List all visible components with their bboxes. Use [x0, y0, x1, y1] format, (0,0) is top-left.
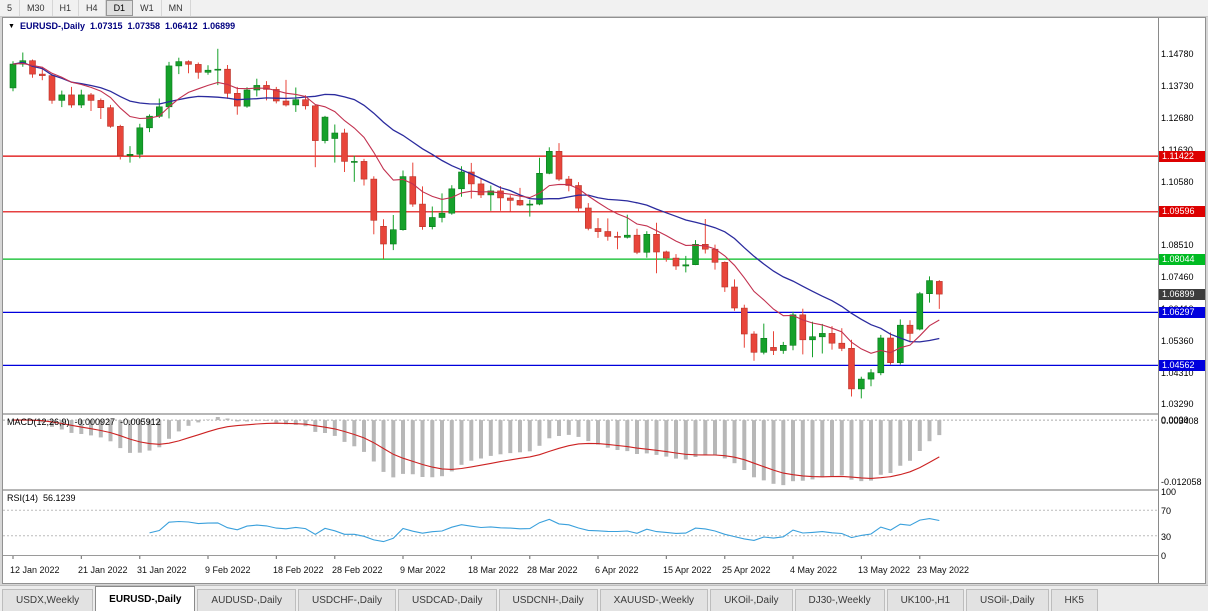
- chart-tab-bar: USDX,Weekly EURUSD-,Daily AUDUSD-,Daily USD…: [0, 585, 1208, 611]
- date-axis-label: 13 May 2022: [858, 565, 911, 575]
- macd-axis-label: -0.012058: [1161, 477, 1202, 487]
- price-level-tag: 1.09596: [1159, 206, 1205, 217]
- chart-symbol-period: EURUSD-,Daily: [19, 21, 85, 31]
- price-axis-label: 1.11630: [1161, 145, 1193, 155]
- date-axis-label: 4 May 2022: [790, 565, 838, 575]
- date-axis-label: 21 Jan 2022: [78, 565, 128, 575]
- ohlc-close-value: 1.06899: [202, 21, 236, 31]
- price-chart-canvas[interactable]: [3, 18, 1158, 583]
- date-axis-label: 18 Mar 2022: [468, 565, 519, 575]
- macd-name: MACD(12,26,9): [7, 417, 70, 427]
- price-axis-separator: [1158, 18, 1159, 583]
- price-axis-label: 1.12680: [1161, 113, 1194, 123]
- price-level-tag: 1.04562: [1159, 360, 1205, 371]
- date-axis-label: 9 Mar 2022: [400, 565, 446, 575]
- rsi-indicator-label: RSI(14) 56.1239: [7, 493, 76, 503]
- date-axis-label: 6 Apr 2022: [595, 565, 639, 575]
- ohlc-high-value: 1.07358: [127, 21, 161, 31]
- rsi-axis-label: 30: [1161, 532, 1172, 542]
- date-axis-label: 23 May 2022: [917, 565, 970, 575]
- chart-dropdown-triangle-icon[interactable]: ▼: [8, 22, 15, 30]
- rsi-name: RSI(14): [7, 493, 39, 503]
- chart-tab[interactable]: USDCNH-,Daily: [498, 589, 598, 611]
- chart-tab[interactable]: EURUSD-,Daily: [95, 586, 196, 611]
- date-axis-label: 28 Mar 2022: [527, 565, 578, 575]
- price-axis-label: 1.14780: [1161, 49, 1194, 59]
- timeframe-button-mn[interactable]: MN: [162, 0, 191, 16]
- timeframe-button-5[interactable]: 5: [0, 0, 21, 16]
- price-axis-label: 1.03290: [1161, 399, 1194, 409]
- macd-signal-value: -0.005912: [120, 417, 161, 427]
- current-price-tag: 1.06899: [1159, 289, 1205, 300]
- macd-axis-label: 0.003408: [1161, 416, 1199, 426]
- panel-splitter-rsi[interactable]: [3, 489, 1205, 491]
- ohlc-low-value: 1.06412: [165, 21, 198, 31]
- date-axis-label: 25 Apr 2022: [722, 565, 771, 575]
- price-axis-label: 1.05360: [1161, 336, 1194, 346]
- rsi-axis-label: 70: [1161, 506, 1172, 516]
- price-level-tag: 1.08044: [1159, 254, 1205, 265]
- chart-tab[interactable]: XAUUSD-,Weekly: [599, 589, 709, 611]
- chart-tab[interactable]: AUDUSD-,Daily: [197, 589, 296, 611]
- price-axis-label: 1.07460: [1161, 272, 1194, 282]
- price-axis-label: 1.08510: [1161, 240, 1194, 250]
- rsi-axis-label: 0: [1161, 551, 1167, 561]
- chart-info-line: ▼ EURUSD-,Daily 1.07315 1.07358 1.06412 …: [8, 21, 235, 31]
- chart-tab[interactable]: USDCHF-,Daily: [297, 589, 396, 611]
- macd-axis-label: 0.0000: [1161, 415, 1189, 425]
- price-axis-label: 1.13730: [1161, 81, 1194, 91]
- ohlc-open-value: 1.07315: [89, 21, 123, 31]
- date-axis-label: 28 Feb 2022: [332, 565, 383, 575]
- timeframe-button-m30[interactable]: M30: [20, 0, 53, 16]
- price-axis-label: 1.04310: [1161, 368, 1194, 378]
- date-axis-label: 9 Feb 2022: [205, 565, 251, 575]
- rsi-value: 56.1239: [43, 493, 76, 503]
- chart-tab[interactable]: HK5: [1050, 589, 1098, 611]
- date-axis-label: 18 Feb 2022: [273, 565, 324, 575]
- chart-tab[interactable]: USDX,Weekly: [2, 589, 94, 611]
- date-axis[interactable]: 12 Jan 2022 21 Jan 2022 31 Jan 2022 9 Feb 2…: [3, 555, 1158, 583]
- chart-tab[interactable]: UKOil-,Daily: [710, 589, 793, 611]
- rsi-axis-label: 100: [1161, 487, 1177, 497]
- timeframe-button-h1[interactable]: H1: [53, 0, 80, 16]
- timeframe-button-h4[interactable]: H4: [79, 0, 106, 16]
- panel-splitter-macd[interactable]: [3, 413, 1205, 415]
- date-axis-label: 31 Jan 2022: [137, 565, 187, 575]
- timeframe-button-w1[interactable]: W1: [133, 0, 162, 16]
- chart-window-eurusd-daily: ▼ EURUSD-,Daily 1.07315 1.07358 1.06412 …: [2, 17, 1206, 584]
- date-axis-label: 12 Jan 2022: [10, 565, 60, 575]
- chart-tab[interactable]: UK100-,H1: [886, 589, 965, 611]
- macd-indicator-label: MACD(12,26,9) -0.000927 -0.005912: [7, 417, 161, 427]
- chart-tab[interactable]: USOil-,Daily: [966, 589, 1049, 611]
- timeframe-button-group: 5 M30 H1 H4 D1 W1 MN: [0, 0, 191, 16]
- chart-tab[interactable]: DJ30-,Weekly: [794, 589, 885, 611]
- price-axis[interactable]: 1.14780 1.13730 1.12680 1.11630 1.10580 1.095…: [1159, 18, 1205, 583]
- date-axis-label: 15 Apr 2022: [663, 565, 712, 575]
- timeframe-toolbar: 5 M30 H1 H4 D1 W1 MN: [0, 0, 1208, 17]
- timeframe-button-d1[interactable]: D1: [105, 0, 134, 16]
- price-axis-label: 1.10580: [1161, 177, 1194, 187]
- price-level-tag: 1.11422: [1159, 151, 1205, 162]
- price-level-tag: 1.06297: [1159, 307, 1205, 318]
- chart-tab[interactable]: USDCAD-,Daily: [397, 589, 497, 611]
- macd-main-value: -0.000927: [74, 417, 116, 427]
